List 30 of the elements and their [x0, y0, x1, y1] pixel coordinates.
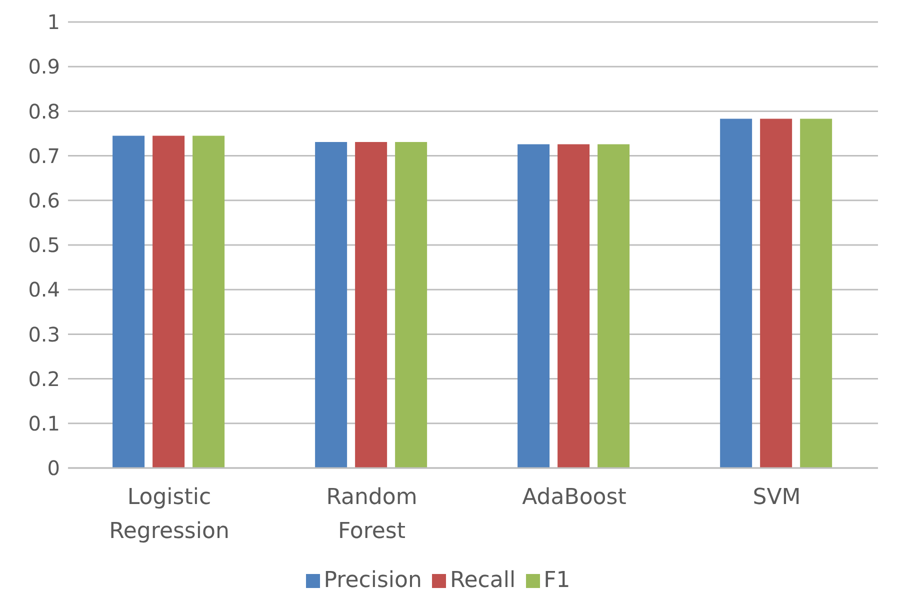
- bar: [800, 118, 832, 468]
- bar: [760, 118, 792, 468]
- y-tick-label: 0.9: [28, 54, 60, 79]
- legend-label: F1: [544, 568, 570, 593]
- bar: [192, 136, 225, 468]
- y-tick-label: 0: [47, 456, 60, 480]
- bar: [315, 142, 348, 468]
- y-tick-label: 0.5: [28, 233, 60, 258]
- y-tick-label: 0.6: [28, 188, 60, 212]
- y-tick-label: 0.7: [28, 144, 60, 168]
- bar: [152, 136, 185, 468]
- x-tick-label: SVM: [752, 485, 801, 510]
- legend-label: Recall: [450, 568, 516, 593]
- y-tick-label: 0.8: [28, 99, 60, 124]
- x-tick-label: AdaBoost: [522, 485, 627, 510]
- y-tick-label: 0.1: [28, 412, 60, 436]
- bar: [518, 144, 550, 468]
- y-tick-label: 1: [47, 10, 60, 34]
- y-tick-label: 0.3: [28, 322, 60, 346]
- bar: [598, 144, 630, 468]
- legend-label: Precision: [324, 568, 422, 593]
- y-tick-label: 0.4: [28, 278, 60, 302]
- y-tick-label: 0.2: [28, 366, 60, 391]
- x-tick-label: Random Forest: [326, 485, 418, 544]
- bar: [720, 118, 752, 468]
- bar: [112, 136, 145, 468]
- bar: [395, 142, 428, 468]
- bar: [355, 142, 388, 468]
- bar: [558, 144, 590, 468]
- x-tick-label: Logistic Regression: [109, 485, 230, 544]
